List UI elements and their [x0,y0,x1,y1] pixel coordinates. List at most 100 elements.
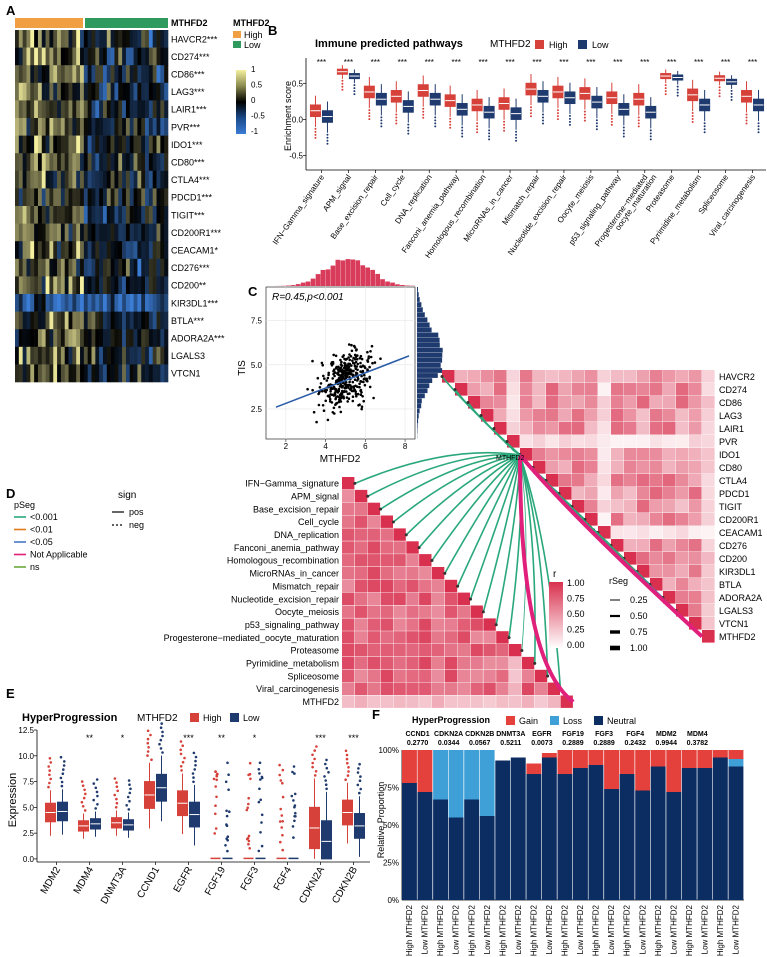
scatter-point [358,357,362,360]
heatmap-cell [22,294,27,312]
network-edge [354,451,521,485]
heatmap-legend-title: MTHFD2 [233,18,270,28]
gene-cor-cell [689,487,702,500]
box-outlier [503,123,506,126]
pathway-cor-cell [419,618,432,631]
pathway-cor-cell [534,695,548,708]
chart-f-xtick-label: Low MTHFD2 [701,904,710,954]
heatmap-cell [137,30,142,48]
heatmap-colorbar [236,70,246,134]
heatmap-gene-label: ADORA2A*** [171,334,225,344]
heatmap-cell [37,82,43,101]
neutral-segment [666,792,682,900]
gene-cor-cell [676,435,689,448]
box-outlier [279,807,283,811]
heatmap-cell [22,100,27,119]
box-outlier [62,768,65,771]
heatmap-cell [41,153,46,172]
pathway-cor-cell [354,644,368,657]
heatmap-cell [156,206,161,224]
box-outlier [257,849,261,853]
heatmap-cell [72,170,77,189]
heatmap-cell [18,30,23,48]
scatter-point [321,363,325,367]
gain-segment [417,750,433,792]
pathway-cor-cell [457,656,470,670]
gene-cor-cell [676,578,689,591]
colorbar-tick-label: 0.5 [251,81,263,90]
gene-cor-cell [598,409,611,422]
gene-cor-cell [676,552,689,565]
legend-low-label: Low [244,40,261,50]
box-outlier [323,775,326,778]
heatmap-cell [15,223,20,242]
network-node [520,648,524,652]
chart-e-xtick-label: FGF19 [203,865,228,898]
heatmap-cell [34,188,39,207]
gene-cor-cell [559,461,572,474]
heatmap-cell [99,47,104,66]
scatter-point [347,362,350,366]
scatter-point [355,348,358,351]
y-marginal-bar [417,423,418,429]
legend-b-high-label: High [549,40,568,50]
heatmap-cell [122,153,127,172]
box-outlier [649,129,652,132]
heatmap-cell [141,311,146,330]
scatter-point [311,359,314,363]
scatter-point [317,403,321,407]
heatmap-cell [22,188,27,207]
gain-segment [697,750,713,768]
gain-segment [728,750,744,759]
y-marginal-bar [417,322,430,328]
pathway-cor-cell [406,592,419,605]
r-legend-tick: 0.50 [567,609,585,619]
heatmap-cell [41,276,46,295]
gene-cor-cell [598,500,611,513]
heatmap-cell [133,294,138,312]
box-outlier [146,729,150,733]
heatmap-cell [148,82,154,101]
heatmap-cell [114,223,119,242]
box-outlier [395,113,398,116]
heatmap-cell [22,206,27,224]
heatmap-cell [22,311,27,330]
box-outlier [515,139,518,142]
heatmap-cell [106,364,111,383]
box-outlier [212,777,216,781]
gene-cor-cell [520,370,533,383]
heatmap-cell [87,188,92,207]
scatter-xlabel: MTHFD2 [320,454,361,465]
pathway-cor-cell [342,515,355,528]
heatmap-cell [37,118,43,136]
heatmap-cell [114,135,119,154]
pathway-cor-cell [457,695,470,708]
box-outlier [249,777,252,781]
sign-legend-title: sign [118,490,136,501]
heatmap-cell [110,241,115,260]
heatmap-cell [145,258,150,277]
heatmap-cell [148,311,154,330]
rseg-legend-label: 0.25 [630,595,648,605]
heatmap-cell [22,364,27,383]
heatmap-cell [60,241,66,260]
high-annotation-bar [15,18,83,28]
network-node [404,533,408,537]
heatmap-cell [57,294,62,312]
scatter-point [340,374,344,378]
heatmap-cell [76,241,81,260]
box-outlier [62,764,66,767]
y-marginal-bar [417,403,422,409]
loss-segment [433,750,448,800]
gene-cor-cell [520,422,533,435]
legend-b-low-label: Low [592,40,609,50]
box-outlier [664,93,667,96]
box-outlier [161,730,164,734]
scatter-xtick-label: 4 [323,442,328,451]
heatmap-cell [118,153,123,172]
heatmap-cell [72,258,77,277]
chart-f-xtick-label: High MTHFD2 [498,904,507,956]
pathway-cor-cell [354,489,368,503]
pathway-cor-cell [367,656,381,670]
box-outlier [49,761,53,764]
